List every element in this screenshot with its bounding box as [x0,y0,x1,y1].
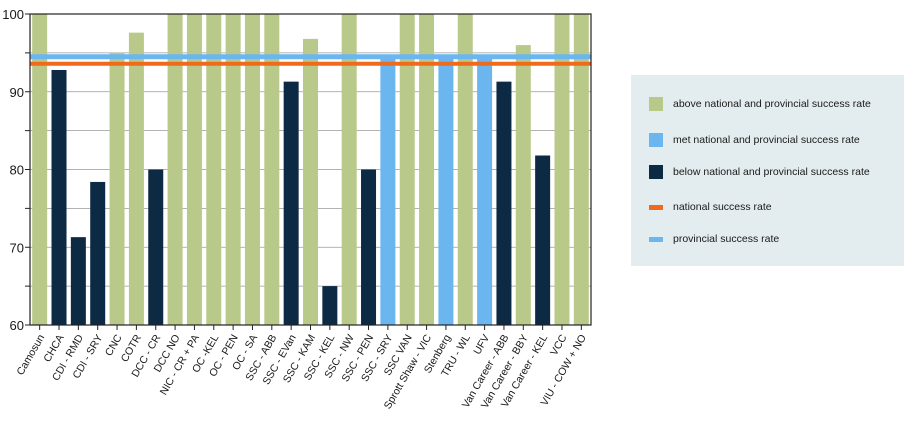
legend-swatch-below [649,165,663,179]
bar [225,14,241,325]
bar [32,14,48,325]
bar [148,169,164,325]
bar [399,14,415,325]
legend-item-met: met national and provincial success rate [649,133,860,147]
bar [244,14,260,325]
bar [303,38,318,325]
legend-item-provincial: provincial success rate [649,233,779,245]
bar [341,14,357,325]
legend-label-above: above national and provincial success ra… [673,98,871,110]
bar [515,45,531,325]
bar [438,56,454,325]
bar [206,14,222,325]
bar [554,14,570,325]
legend-item-below: below national and provincial success ra… [649,165,870,179]
y-tick-label: 70 [10,240,24,255]
bar [70,237,86,325]
bar [535,155,551,325]
bar [477,56,493,325]
bar [457,14,473,325]
chart-legend: above national and provincial success ra… [631,75,904,266]
legend-label-met: met national and provincial success rate [673,134,860,146]
legend-swatch-national [649,204,663,210]
bar [361,169,377,325]
bar [109,52,125,325]
legend-label-provincial: provincial success rate [673,233,780,245]
legend-swatch-above [649,97,663,111]
y-tick-label: 60 [10,318,24,333]
legend-swatch-provincial [649,236,663,242]
bar [264,14,280,325]
legend-swatch-met [649,133,663,147]
bar [186,14,202,325]
legend-label-national: national success rate [673,201,772,213]
bar [90,181,106,325]
bar [51,69,67,325]
bar [167,14,183,325]
bar [419,14,435,325]
bar [128,32,144,325]
bar [496,81,512,325]
bar [283,81,299,325]
bar [573,14,589,325]
bar [380,56,396,325]
y-tick-label: 100 [2,7,24,22]
y-tick-label: 80 [10,163,24,178]
legend-item-above: above national and provincial success ra… [649,97,871,111]
legend-item-national: national success rate [649,201,772,213]
y-tick-label: 90 [10,85,24,100]
legend-label-below: below national and provincial success ra… [673,166,870,178]
bar [322,286,338,325]
